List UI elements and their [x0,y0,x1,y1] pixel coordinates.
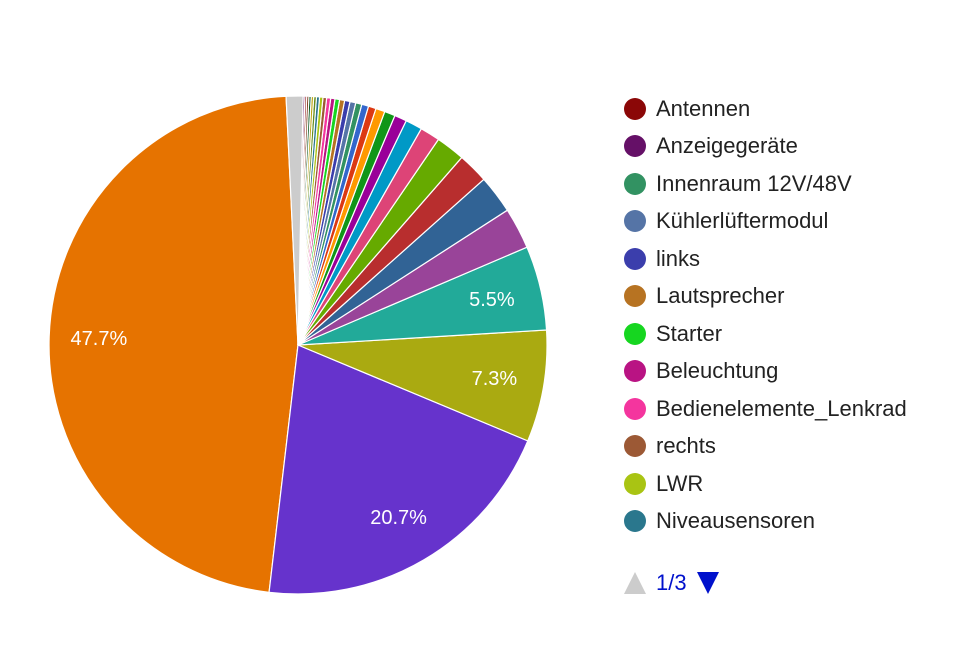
legend-label: Kühlerlüftermodul [656,208,829,234]
legend-label: Niveausensoren [656,508,815,534]
slice-percent-label: 47.7% [71,328,128,350]
legend-item[interactable]: Beleuchtung [624,353,964,391]
legend-label: Antennen [656,95,751,121]
pie-slice-31[interactable] [285,95,304,346]
triangle-down-icon[interactable] [696,572,719,594]
legend-swatch [624,322,646,345]
legend-label: rechts [656,433,716,459]
legend-item[interactable]: Innenraum 12V/48V [624,165,964,203]
legend-label: Innenraum 12V/48V [656,170,852,196]
legend-label: Beleuchtung [656,358,779,384]
legend-label: links [656,245,701,271]
legend-swatch [624,360,646,383]
legend-item[interactable]: Bedienelemente_Lenkrad [624,390,964,428]
legend-swatch [624,285,646,308]
legend-label: Bedienelemente_Lenkrad [656,395,907,421]
legend-item[interactable]: Antennen [624,90,964,128]
legend-item[interactable]: LWR [624,465,964,503]
legend: Antennen Anzeigegeräte Innenraum 12V/48V Kü… [624,90,964,540]
legend-swatch [624,97,646,120]
legend-item[interactable]: links [624,240,964,278]
legend-swatch [624,135,646,158]
legend-item[interactable]: Anzeigegeräte [624,128,964,166]
pie-slice-labels: 47.7% 20.7% 7.3% 5.5% [71,289,518,529]
legend-item[interactable]: rechts [624,428,964,466]
page-indicator: 1/3 [656,570,687,595]
legend-item[interactable]: Starter [624,315,964,353]
legend-item[interactable]: Niveausensoren [624,503,964,541]
slice-percent-label: 7.3% [472,368,518,390]
legend-label: Anzeigegeräte [656,133,798,159]
pie-slice-2[interactable] [297,329,548,442]
pie-slice-1[interactable] [268,344,529,595]
legend-pager: 1/3 [624,570,719,596]
legend-item[interactable]: Kühlerlüftermodul [624,203,964,241]
legend-swatch [624,247,646,270]
legend-label: Starter [656,320,723,346]
legend-swatch [624,510,646,533]
legend-item[interactable]: Lautsprecher [624,278,964,316]
pie-slices [48,95,548,595]
legend-label: Lautsprecher [656,283,785,309]
slice-percent-label: 20.7% [370,507,427,529]
slice-percent-label: 5.5% [469,289,515,311]
legend-swatch [624,210,646,233]
pie-slice-0[interactable] [48,95,299,593]
legend-swatch [624,397,646,420]
legend-label: LWR [656,470,704,496]
legend-swatch [624,172,646,195]
legend-swatch [624,435,646,458]
legend-swatch [624,472,646,495]
triangle-up-icon [624,572,646,594]
